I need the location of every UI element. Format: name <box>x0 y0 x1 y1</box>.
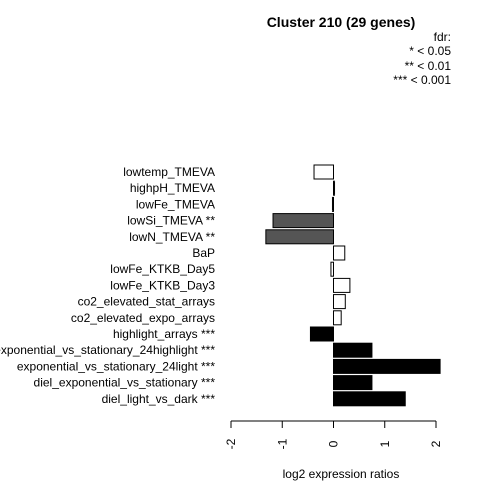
bar-lowFe_KTKB_Day5 <box>330 261 334 277</box>
category-label-diel_exponential_vs_stationary: diel_exponential_vs_stationary *** <box>34 376 216 390</box>
category-label-co2_elevated_expo_arrays: co2_elevated_expo_arrays <box>71 311 215 325</box>
x-ticks: -2 -1 0 1 2 <box>224 421 443 449</box>
x-tick-label: -1 <box>275 438 289 449</box>
category-label-BaP: BaP <box>192 246 215 260</box>
x-axis-title: log2 expression ratios <box>283 467 400 481</box>
category-label-diel_light_vs_dark: diel_light_vs_dark *** <box>102 392 216 406</box>
bar-diel_exponential_vs_stationary <box>333 375 373 391</box>
bar-highlight_arrays <box>309 326 334 342</box>
bar-lowFe_KTKB_Day3 <box>333 277 351 293</box>
x-axis: -2 -1 0 1 2 <box>224 420 443 449</box>
category-label-highlight_arrays: highlight_arrays *** <box>113 327 215 341</box>
legend-entry-fdr-0.01: ** < 0.01 <box>405 59 452 73</box>
category-label-highpH_TMEVA: highpH_TMEVA <box>130 181 215 195</box>
bar-exponential_vs_stationary_24light <box>333 358 441 374</box>
x-tick-label: 0 <box>327 440 341 447</box>
chart-title: Cluster 210 (29 genes) <box>267 14 416 30</box>
legend-entry-fdr-0.001: *** < 0.001 <box>393 73 451 87</box>
legend: fdr: * < 0.05 ** < 0.01 *** < 0.001 <box>393 30 451 87</box>
x-tick-label: -2 <box>224 438 238 449</box>
category-label-lowFe_TMEVA: lowFe_TMEVA <box>136 197 215 211</box>
bar-co2_elevated_stat_arrays <box>333 294 346 310</box>
category-labels: lowtemp_TMEVA highpH_TMEVA lowFe_TMEVA lowS… <box>0 165 215 406</box>
category-label-lowtemp_TMEVA: lowtemp_TMEVA <box>123 165 215 179</box>
bar-lowSi_TMEVA <box>272 213 334 229</box>
bar-diel_light_vs_dark <box>333 391 406 407</box>
category-label-exponential_vs_stationary_24light: exponential_vs_stationary_24light *** <box>17 359 215 373</box>
bar-highpH_TMEVA <box>333 180 336 196</box>
category-label-lowFe_KTKB_Day5: lowFe_KTKB_Day5 <box>110 262 215 276</box>
x-tick-label: 2 <box>429 440 443 447</box>
bar-lowN_TMEVA <box>265 229 335 245</box>
category-label-lowFe_KTKB_Day3: lowFe_KTKB_Day3 <box>110 278 215 292</box>
bar-BaP <box>333 245 346 261</box>
category-label-exponential_vs_stationary_24highlight: exponential_vs_stationary_24highlight **… <box>0 343 215 357</box>
bars-group <box>265 164 441 407</box>
bar-lowtemp_TMEVA <box>313 164 334 180</box>
bar-exponential_vs_stationary_24highlight <box>333 342 373 358</box>
legend-entry-fdr-0.05: * < 0.05 <box>409 44 451 58</box>
category-label-lowSi_TMEVA: lowSi_TMEVA ** <box>127 214 215 228</box>
x-tick-label: 1 <box>378 440 392 447</box>
legend-title: fdr: <box>434 30 451 44</box>
bar-lowFe_TMEVA <box>331 196 335 212</box>
bar-co2_elevated_expo_arrays <box>333 310 342 326</box>
category-label-co2_elevated_stat_arrays: co2_elevated_stat_arrays <box>78 295 215 309</box>
category-label-lowN_TMEVA: lowN_TMEVA ** <box>129 230 215 244</box>
